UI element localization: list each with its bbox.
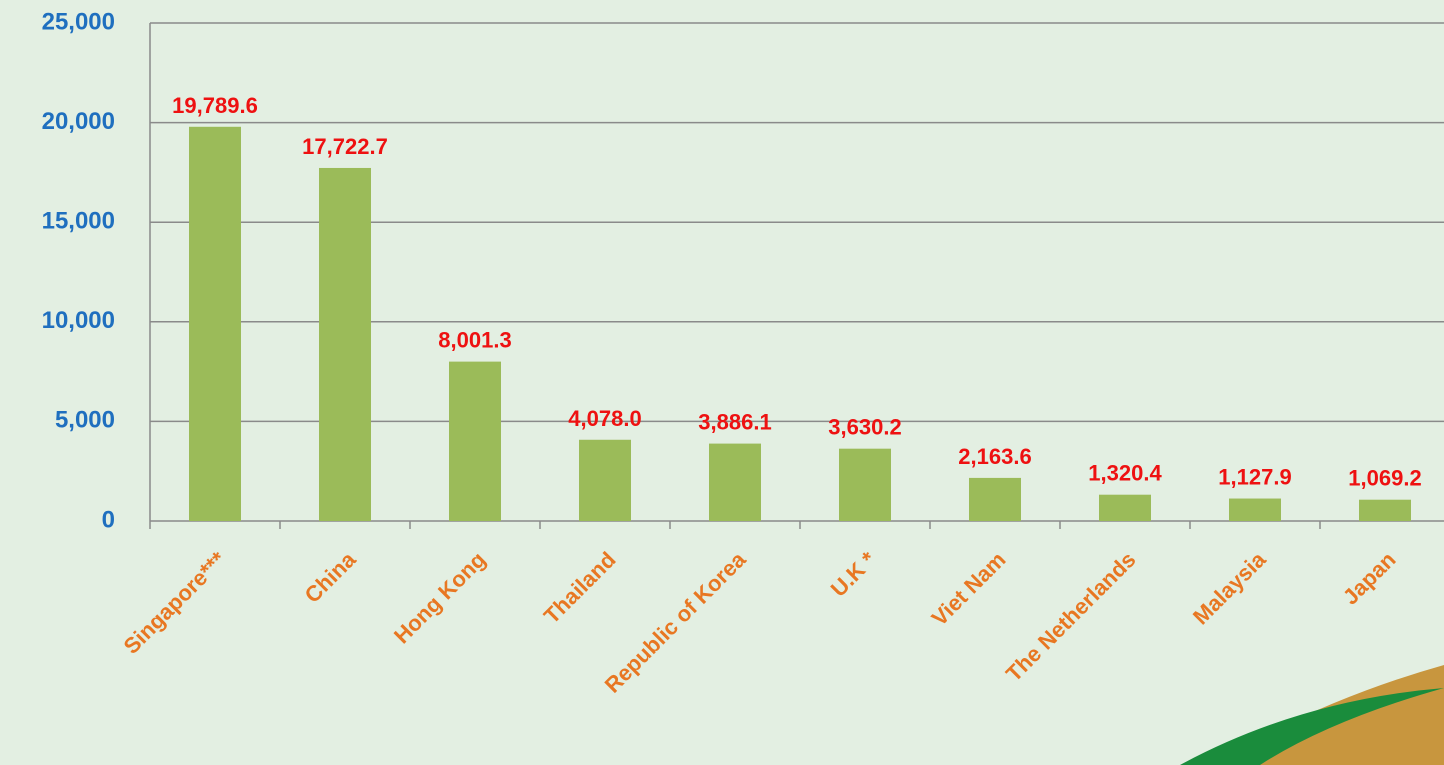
decoration [1180,688,1444,765]
value-label: 1,069.2 [1348,466,1421,491]
value-label: 19,789.6 [172,93,258,118]
value-label: 3,630.2 [828,415,901,440]
value-label: 4,078.0 [568,406,641,431]
bar [1229,498,1281,521]
bar [449,361,501,521]
value-label: 8,001.3 [438,328,511,353]
value-label: 1,320.4 [1088,461,1162,486]
value-label: 1,127.9 [1218,465,1291,490]
value-label: 2,163.6 [958,444,1031,469]
y-tick-label: 15,000 [42,208,115,235]
y-tick-label: 20,000 [42,108,115,135]
bar [319,167,371,522]
y-tick-label: 10,000 [42,307,115,334]
value-label: 17,722.7 [302,134,388,159]
y-tick-label: 0 [102,506,115,533]
bar [839,448,891,521]
value-label: 3,886.1 [698,410,771,435]
bar [969,477,1021,521]
y-tick-label: 5,000 [55,407,115,434]
bar [709,443,761,521]
bar [579,439,631,521]
bar [1359,499,1411,521]
bar [189,126,241,521]
bar [1099,494,1151,521]
y-tick-label: 25,000 [42,8,115,35]
